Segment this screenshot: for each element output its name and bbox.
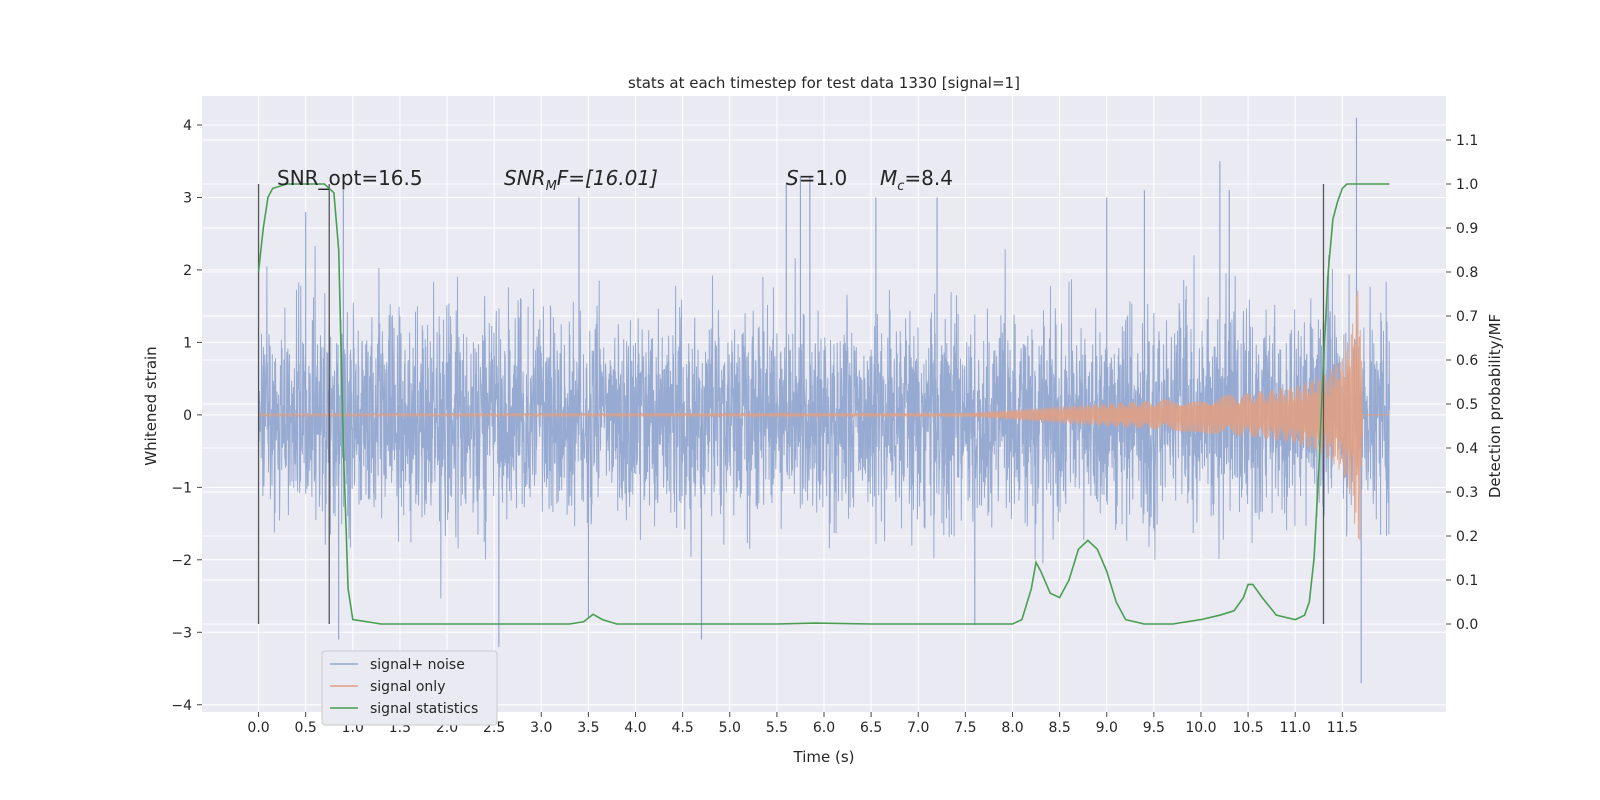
x-tick-label: 3.0 <box>530 720 552 736</box>
legend-label-signal-only: signal only <box>370 679 445 695</box>
annotation-mc-tail: =8.4 <box>904 166 953 190</box>
vertical-markers <box>257 184 1325 624</box>
x-tick-label: 8.0 <box>1001 720 1023 736</box>
x-tick-label: 10.5 <box>1233 720 1264 736</box>
signal-statistics-line <box>257 183 1390 625</box>
x-tick-label: 6.0 <box>813 720 835 736</box>
annotation-mc-sym: M <box>880 166 897 190</box>
series-signal-noise <box>258 117 1390 684</box>
annotation-mc: Mc=8.4 <box>880 166 953 194</box>
series-signal-only <box>258 290 1390 541</box>
y-tick-label: −4 <box>171 698 192 714</box>
annotation-snr-mf: SNRMF=[16.01] <box>504 166 658 194</box>
x-tick-label: 5.0 <box>719 720 741 736</box>
annotation-snr-mf-sub: M <box>546 179 557 194</box>
y-tick-label: 1 <box>183 335 192 351</box>
y-right-tick-label: 0.4 <box>1456 441 1478 457</box>
x-tick-label: 9.0 <box>1096 720 1118 736</box>
y-tick-label: −3 <box>171 625 192 641</box>
annotation-snr-opt: SNR_opt=16.5 <box>277 166 423 190</box>
signal-only-line <box>258 290 1390 541</box>
annotation-snr-mf-tail: F=[16.01] <box>557 166 658 190</box>
x-tick-label: 8.5 <box>1048 720 1070 736</box>
y-axis-label: Whitened strain <box>142 346 160 465</box>
x-tick-label: 6.5 <box>860 720 882 736</box>
y-tick-label: −1 <box>171 480 192 496</box>
x-tick-label: 5.5 <box>766 720 788 736</box>
x-tick-label: 9.5 <box>1143 720 1165 736</box>
x-tick-label: 11.0 <box>1280 720 1311 736</box>
y-right-tick-label: 1.1 <box>1456 133 1478 149</box>
y-tick-label: −2 <box>171 553 192 569</box>
annotation-s: S=1.0 <box>786 166 847 190</box>
x-tick-label: 11.5 <box>1327 720 1358 736</box>
chart-title: stats at each timestep for test data 133… <box>628 74 1020 92</box>
annotation-s-tail: =1.0 <box>799 166 848 190</box>
y-tick-label: 0 <box>183 408 192 424</box>
y-right-tick-label: 0.5 <box>1456 397 1478 413</box>
annotation-mc-sub: c <box>897 179 904 194</box>
axis-ticks: 0.0 0.5 1.0 1.5 2.0 2.5 3.0 3.5 4.0 4.5 5.0 5.5 6.0 6… <box>171 118 1478 736</box>
y-tick-label: 4 <box>183 118 192 134</box>
x-tick-label: 4.5 <box>672 720 694 736</box>
y-right-tick-label: 0.9 <box>1456 221 1478 237</box>
x-tick-label: 3.5 <box>577 720 599 736</box>
y-right-tick-label: 0.1 <box>1456 573 1478 589</box>
y-right-tick-label: 0.6 <box>1456 353 1478 369</box>
legend: signal+ noise signal only signal statist… <box>321 650 498 726</box>
x-tick-label: 10.0 <box>1185 720 1216 736</box>
x-tick-label: 0.0 <box>247 720 269 736</box>
y-right-tick-label: 0.8 <box>1456 265 1478 281</box>
legend-label-signal-statistics: signal statistics <box>370 701 478 717</box>
x-tick-label: 4.0 <box>624 720 646 736</box>
annotation-s-sym: S <box>786 166 799 190</box>
series-signal-statistics <box>257 183 1390 625</box>
annotation-snr-mf-base: SNR <box>504 166 546 190</box>
y-right-tick-label: 0.3 <box>1456 485 1478 501</box>
x-axis-label: Time (s) <box>793 748 855 766</box>
y-tick-label: 3 <box>183 190 192 206</box>
y-tick-label: 2 <box>183 263 192 279</box>
y-right-tick-label: 0.0 <box>1456 617 1478 633</box>
y-right-tick-label: 1.0 <box>1456 177 1478 193</box>
x-tick-label: 7.0 <box>907 720 929 736</box>
y-axis-right-label: Detection probability/MF <box>1486 314 1504 498</box>
y-right-tick-label: 0.7 <box>1456 309 1478 325</box>
x-tick-label: 0.5 <box>295 720 317 736</box>
y-right-tick-label: 0.2 <box>1456 529 1478 545</box>
legend-box <box>321 650 498 726</box>
legend-label-signal-noise: signal+ noise <box>370 657 465 673</box>
x-tick-label: 7.5 <box>954 720 976 736</box>
